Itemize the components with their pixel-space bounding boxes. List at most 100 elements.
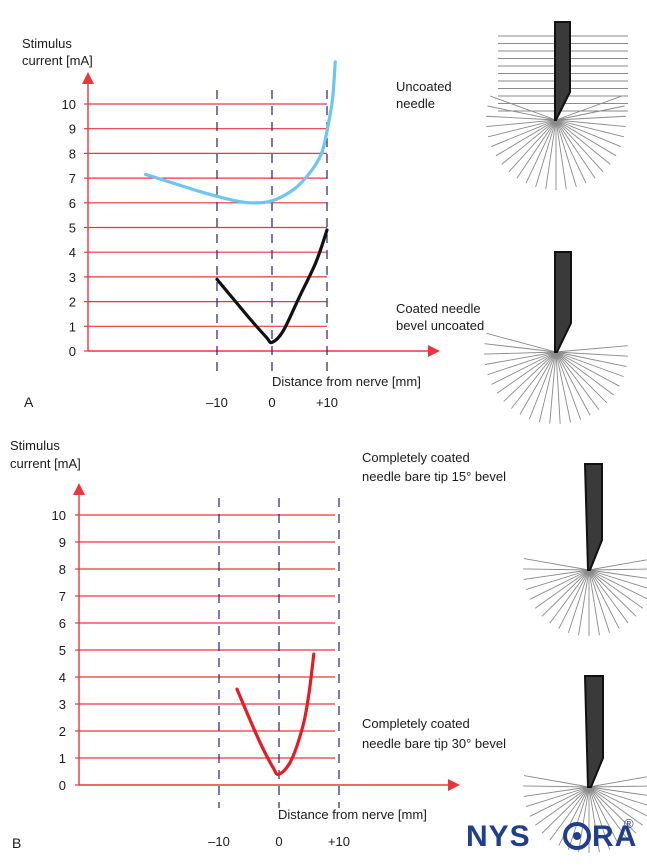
field-line	[567, 569, 590, 633]
logo-text-right: RA	[592, 820, 637, 853]
field-line	[508, 119, 557, 173]
y-tick-label-4: 4	[69, 245, 76, 260]
panel-a-letter: A	[24, 394, 34, 410]
field-line	[588, 786, 644, 826]
field-line	[487, 351, 557, 376]
annotation-coated-bevel-line2: bevel uncoated	[396, 318, 484, 333]
y-tick-label-8: 8	[69, 146, 76, 161]
field-line	[588, 569, 647, 589]
field-line	[555, 119, 604, 173]
field-line	[555, 351, 600, 411]
panel-b-ylabel-line2: current [mA]	[10, 456, 81, 471]
panel-b-letter: B	[12, 835, 21, 851]
field-line	[555, 105, 625, 121]
field-line	[523, 569, 590, 580]
needle-uncoated-shaft	[554, 21, 571, 121]
field-line	[555, 351, 628, 357]
y-tick-label-1: 1	[69, 319, 76, 334]
field-line	[523, 786, 590, 797]
field-line	[555, 345, 628, 353]
field-line	[555, 119, 617, 157]
logo-text-left: NYS	[466, 820, 531, 853]
field-line	[495, 119, 557, 157]
field-line	[588, 786, 620, 846]
field-line	[538, 351, 557, 423]
field-line	[491, 119, 557, 147]
field-line	[555, 115, 626, 121]
y-axis-arrowhead	[82, 72, 94, 84]
field-line	[555, 119, 621, 147]
field-line	[541, 569, 590, 617]
needle-30deg-current-field	[523, 775, 647, 853]
field-line	[501, 119, 557, 165]
field-line	[486, 119, 557, 128]
x-axis-arrowhead	[428, 345, 440, 357]
field-line	[485, 351, 557, 365]
field-line	[588, 786, 611, 850]
y-tick-label-7: 7	[59, 589, 66, 604]
annotation-15deg-line2: needle bare tip 15° bevel	[362, 469, 506, 484]
field-line	[588, 786, 647, 796]
field-line	[555, 119, 577, 188]
nysora-logo: NYS RA ®	[466, 816, 637, 853]
field-line	[519, 351, 557, 415]
y-tick-label-3: 3	[59, 697, 66, 712]
field-line	[534, 569, 590, 609]
field-line	[555, 351, 627, 368]
field-line	[525, 786, 590, 808]
field-line	[555, 351, 561, 424]
y-tick-label-4: 4	[59, 670, 66, 685]
field-line	[555, 119, 567, 190]
y-tick-label-5: 5	[69, 221, 76, 236]
field-line	[529, 786, 590, 817]
needle-15deg-illustration	[523, 463, 647, 636]
field-line	[588, 786, 629, 841]
field-line	[555, 351, 620, 387]
needle-uncoated-current-field	[486, 35, 628, 190]
needle-15deg-current-field	[523, 558, 647, 636]
field-line	[528, 351, 557, 420]
y-tick-label-0: 0	[59, 778, 66, 793]
series-line-coated_tip_curve	[235, 652, 316, 777]
x-axis-arrowhead	[448, 779, 460, 791]
panel-a-series	[143, 60, 337, 345]
field-line	[523, 568, 590, 571]
field-line	[588, 559, 647, 571]
x-tick-label-0: –10	[208, 834, 230, 849]
y-tick-label-2: 2	[59, 724, 66, 739]
field-line	[588, 786, 647, 806]
x-tick-label-1: 0	[268, 395, 275, 410]
field-line	[555, 119, 596, 179]
field-line	[523, 775, 590, 788]
field-line	[503, 351, 557, 402]
panel-a-chart: Stimulus current [mA] 0 1 2 3 4 5 6 7 8 9 10 –10 0 +…	[22, 36, 484, 410]
field-line	[484, 351, 557, 355]
panel-a-ylabel-line2: current [mA]	[22, 53, 93, 68]
series-line-uncoated_curve	[143, 60, 337, 205]
field-line	[490, 95, 557, 121]
field-line	[484, 343, 557, 353]
y-tick-label-5: 5	[59, 643, 66, 658]
field-line	[529, 569, 590, 600]
panel-a-ylabel-line1: Stimulus	[22, 36, 72, 51]
annotation-15deg-line1: Completely coated	[362, 450, 470, 465]
field-line	[555, 351, 572, 423]
needle-30deg-shaft	[583, 675, 604, 788]
field-line	[588, 569, 647, 600]
panel-b-dashed-guides	[218, 498, 340, 808]
panel-b-chart: Stimulus current [mA] 0 1 2 3 4 5 6 7 8 9 10 –10 0 +…	[10, 438, 506, 851]
field-line	[555, 119, 587, 184]
field-line	[555, 119, 626, 128]
x-tick-label-2: +10	[316, 395, 338, 410]
x-tick-label-0: –10	[206, 395, 228, 410]
panel-b-y-tick-labels: 0 1 2 3 4 5 6 7 8 9 10	[52, 508, 66, 793]
field-line	[588, 569, 647, 579]
annotation-uncoated-line2: needle	[396, 96, 435, 111]
needle-coated-bevel-current-field	[484, 332, 628, 424]
x-tick-label-1: 0	[275, 834, 282, 849]
field-line	[496, 351, 557, 394]
y-tick-label-8: 8	[59, 562, 66, 577]
field-line	[588, 785, 647, 788]
panel-b-ylabel-line1: Stimulus	[10, 438, 60, 453]
y-tick-label-3: 3	[69, 270, 76, 285]
